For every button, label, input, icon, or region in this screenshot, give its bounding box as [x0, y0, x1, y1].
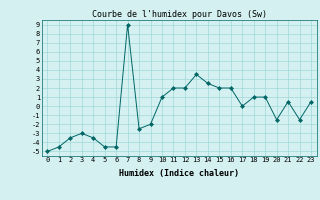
Title: Courbe de l'humidex pour Davos (Sw): Courbe de l'humidex pour Davos (Sw): [92, 10, 267, 19]
X-axis label: Humidex (Indice chaleur): Humidex (Indice chaleur): [119, 169, 239, 178]
